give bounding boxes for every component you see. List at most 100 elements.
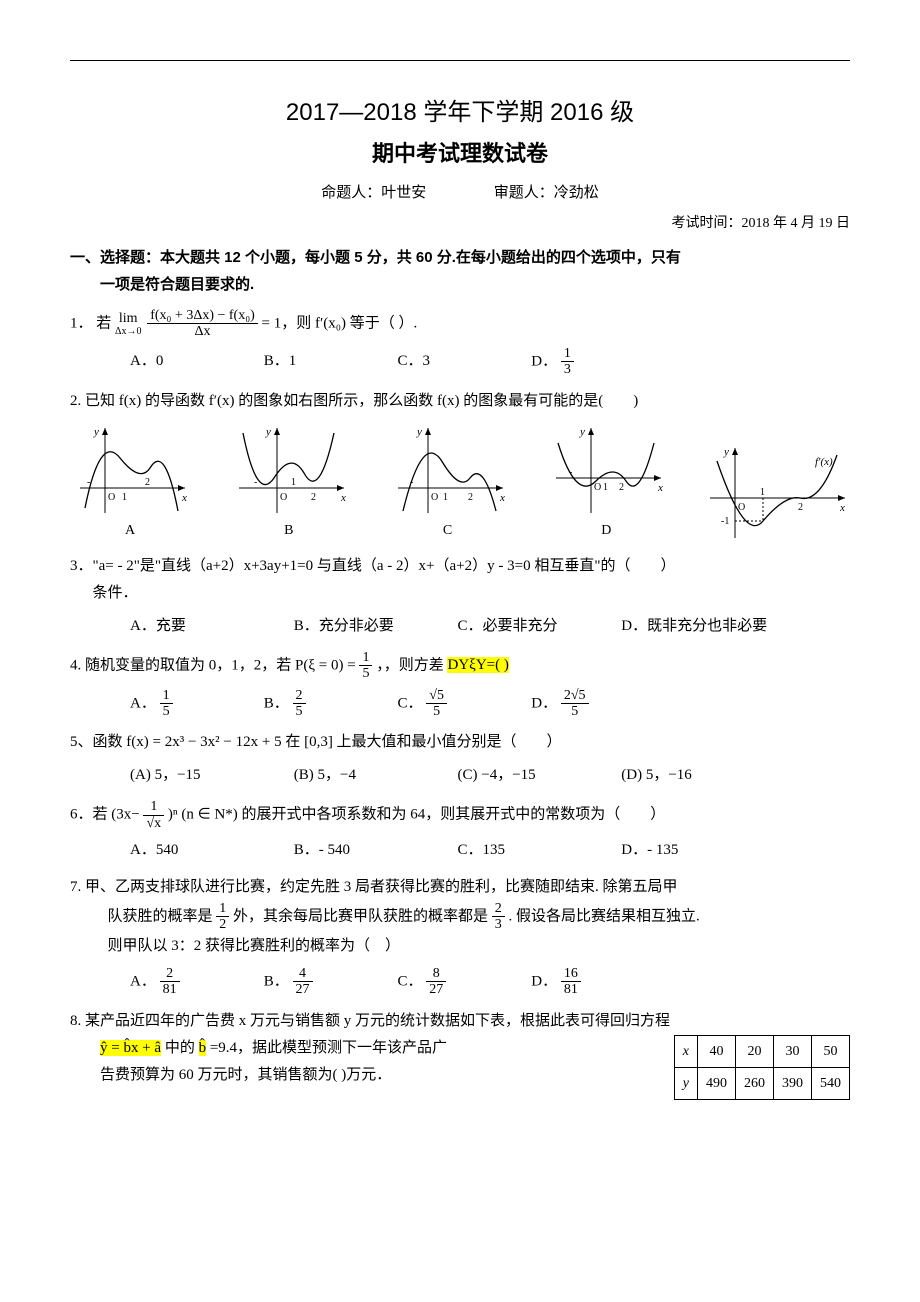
q4-optB-num: 2 xyxy=(293,688,306,704)
svg-text:2: 2 xyxy=(468,492,473,503)
q1-pre: 若 xyxy=(96,315,115,331)
svg-text:1: 1 xyxy=(760,487,765,498)
q7-line2-pre: 队获胜的概率是 xyxy=(108,908,213,924)
svg-text:y: y xyxy=(265,426,271,438)
q6-expr-r: )ⁿ (n ∈ N*) xyxy=(168,807,238,823)
q7-line2-mid: 外，其余每局比赛甲队获胜的概率都是 xyxy=(233,908,488,924)
svg-text:1: 1 xyxy=(603,482,608,493)
svg-text:O: O xyxy=(280,492,287,503)
q8-eq-hl: ŷ = b̂x + â xyxy=(100,1040,161,1056)
q5-optB: (B) 5，−4 xyxy=(294,762,454,789)
question-7: 7. 甲、乙两支排球队进行比赛，约定先胜 3 局者获得比赛的胜利，比赛随即结束.… xyxy=(70,874,850,998)
q4-p-frac: 1 5 xyxy=(359,650,372,682)
title-line1: 2017—2018 学年下学期 2016 级 xyxy=(70,91,850,134)
svg-text:x: x xyxy=(657,482,663,494)
section1-l1: 一、选择题：本大题共 12 个小题，每小题 5 分，共 60 分.在每小题给出的… xyxy=(70,244,850,271)
svg-text:y: y xyxy=(416,426,422,438)
q3-line1: 3．"a= - 2"是"直线（a+2）x+3ay+1=0 与直线（a - 2）x… xyxy=(70,553,850,580)
authors-line: 命题人：叶世安 审题人：冷劲松 xyxy=(70,180,850,207)
q4-p-den: 5 xyxy=(359,666,372,681)
q8-line1: 8. 某产品近四年的广告费 x 万元与销售额 y 万元的统计数据如下表，根据此表… xyxy=(70,1008,850,1035)
q3-optB: B．充分非必要 xyxy=(294,613,454,640)
question-5: 5、函数 f(x) = 2x³ − 3x² − 12x + 5 在 [0,3] … xyxy=(70,729,850,789)
table-row: y 490 260 390 540 xyxy=(674,1067,849,1099)
q5-options: (A) 5，−15 (B) 5，−4 (C) −4，−15 (D) 5，−16 xyxy=(70,762,850,789)
q4-p-l: P(ξ = 0) = xyxy=(295,657,359,673)
q1-optB: 1 xyxy=(289,353,297,369)
q4-optC-l: C． xyxy=(398,695,423,711)
q4-p-num: 1 xyxy=(359,650,372,666)
svg-text:-1: -1 xyxy=(721,516,729,527)
q7-optA-num: 2 xyxy=(160,966,180,982)
q7-f1-den: 2 xyxy=(216,917,229,932)
q5-text: 5、函数 f(x) = 2x³ − 3x² − 12x + 5 在 [0,3] … xyxy=(70,729,850,756)
q2-label-C: C xyxy=(388,518,508,543)
q4-optA-num: 1 xyxy=(160,688,173,704)
section1-heading: 一、选择题：本大题共 12 个小题，每小题 5 分，共 60 分.在每小题给出的… xyxy=(70,244,850,298)
q4-optD-den: 5 xyxy=(561,704,589,719)
q7-f2-num: 2 xyxy=(492,901,505,917)
q1-lim-sub: Δx→0 xyxy=(115,326,141,337)
q1-optD-frac: 1 3 xyxy=(561,346,574,378)
q6-optB: B．- 540 xyxy=(294,837,454,864)
q7-optA-l: A． xyxy=(130,973,156,989)
svg-text:y: y xyxy=(93,426,99,438)
svg-text:2: 2 xyxy=(798,502,803,513)
q4-optD-l: D． xyxy=(531,695,557,711)
author1-name: 叶世安 xyxy=(381,185,426,201)
q4-optB-den: 5 xyxy=(293,704,306,719)
q6-frac: 1 √x xyxy=(143,799,164,831)
q1-optD-num: 1 xyxy=(561,346,574,362)
question-4: 4. 随机变量的取值为 0，1，2，若 P(ξ = 0) = 1 5 ，，则方差… xyxy=(70,650,850,720)
q6-post: 的展开式中各项系数和为 64，则其展开式中的常数项为（ ） xyxy=(242,807,666,823)
q7-line1: 7. 甲、乙两支排球队进行比赛，约定先胜 3 局者获得比赛的胜利，比赛随即结束.… xyxy=(70,874,850,901)
question-1: 1． 若 lim Δx→0 f(x₀ + 3Δx) − f(x₀) Δx = 1… xyxy=(70,308,850,378)
q1-options: A．0 B．1 C．3 D． 1 3 xyxy=(70,346,850,378)
svg-text:1: 1 xyxy=(122,492,127,503)
q5-optD: (D) 5，−16 xyxy=(621,762,781,789)
q8-t-r1c0: y xyxy=(674,1067,697,1099)
q6-options: A．540 B．- 540 C．135 D．- 135 xyxy=(70,837,850,864)
svg-text:x: x xyxy=(340,492,346,504)
q6-expr-l: (3x− xyxy=(111,807,139,823)
q1-optD-l: D． xyxy=(531,353,557,369)
q2-graph-D: x y O - 1 2 D xyxy=(546,423,666,543)
q2-graph-fprime: x y O 1 2 -1 f′(x) xyxy=(705,443,850,543)
svg-text:2: 2 xyxy=(619,482,624,493)
q1-eq: = 1，则 f′(x₀) 等于（ ）. xyxy=(262,315,418,331)
q8-t-r0c0: x xyxy=(674,1035,697,1067)
q1-optD-den: 3 xyxy=(561,362,574,377)
q6-optA: A．540 xyxy=(130,837,290,864)
q5-optA: (A) 5，−15 xyxy=(130,762,290,789)
q8-t-r0c4: 50 xyxy=(812,1035,850,1067)
svg-text:2: 2 xyxy=(145,477,150,488)
question-2: 2. 已知 f(x) 的导函数 f′(x) 的图象如右图所示，那么函数 f(x)… xyxy=(70,388,850,543)
q7-optC-num: 8 xyxy=(426,966,446,982)
q2-graph-C: x y O - 1 2 C xyxy=(388,423,508,543)
svg-text:x: x xyxy=(839,502,845,514)
q7-optC-l: C． xyxy=(398,973,423,989)
q7-optD-l: D． xyxy=(531,973,557,989)
q8-mid1: 中的 xyxy=(165,1040,199,1056)
q1-optC: 3 xyxy=(423,353,431,369)
q1-fraction: f(x₀ + 3Δx) − f(x₀) Δx xyxy=(147,308,258,340)
exam-date: 考试时间：2018 年 4 月 19 日 xyxy=(70,211,850,236)
q1-optC-l: C． xyxy=(398,353,423,369)
q8-t-r1c2: 260 xyxy=(736,1067,774,1099)
svg-text:y: y xyxy=(723,446,729,458)
q8-t-r1c1: 490 xyxy=(698,1067,736,1099)
svg-text:2: 2 xyxy=(311,492,316,503)
q7-optB-den: 27 xyxy=(293,982,313,997)
q2-graph-B: x y O - 1 2 B xyxy=(229,423,349,543)
author2-name: 冷劲松 xyxy=(554,185,599,201)
q4-optC-num: √5 xyxy=(426,688,447,704)
svg-text:x: x xyxy=(499,492,505,504)
q7-optA-den: 81 xyxy=(160,982,180,997)
q7-optB-num: 4 xyxy=(293,966,313,982)
q1-frac-den: Δx xyxy=(147,324,258,339)
q8-table: x 40 20 30 50 y 490 260 390 540 xyxy=(674,1035,850,1100)
q8-b-hl: b̂ xyxy=(199,1040,207,1056)
question-8: 8. 某产品近四年的广告费 x 万元与销售额 y 万元的统计数据如下表，根据此表… xyxy=(70,1008,850,1100)
q1-frac-num: f(x₀ + 3Δx) − f(x₀) xyxy=(147,308,258,324)
svg-text:1: 1 xyxy=(443,492,448,503)
